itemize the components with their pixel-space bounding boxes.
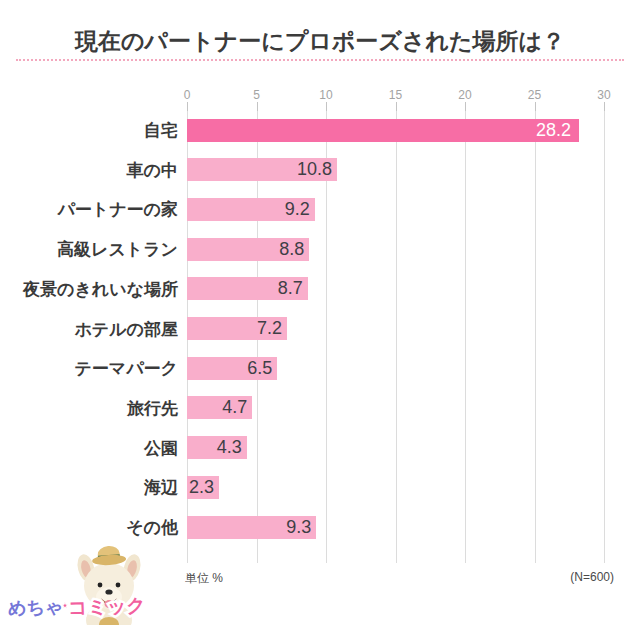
brand-text-part2: コミック (68, 595, 146, 619)
value-label: 2.3 (189, 477, 219, 498)
value-label: 8.7 (278, 278, 308, 299)
axis-tick (326, 102, 327, 111)
bar: 7.2 (187, 317, 287, 340)
category-label: 自宅 (0, 119, 178, 142)
axis-tick-label: 5 (237, 88, 277, 102)
page-title: 現在のパートナーにプロポーズされた場所は？ (0, 26, 640, 57)
bar: 9.2 (187, 198, 315, 221)
value-label: 10.8 (297, 159, 337, 180)
bar: 4.7 (187, 396, 252, 419)
value-label: 28.2 (536, 120, 579, 141)
axis-tick (187, 102, 188, 111)
axis-tick-label: 15 (376, 88, 416, 102)
gridline (396, 102, 397, 563)
brand-text-part1: めちゃ (8, 597, 64, 619)
brand-logo-text: めちゃ コミック (5, 585, 151, 624)
axis-tick (465, 102, 466, 111)
axis-tick-label: 20 (445, 88, 485, 102)
value-label: 9.2 (285, 199, 315, 220)
category-label: 海辺 (0, 476, 178, 499)
page: 現在のパートナーにプロポーズされた場所は？ 0 5 10 15 20 25 30 自宅 28.2… (0, 0, 640, 625)
value-label: 7.2 (257, 318, 287, 339)
axis-tick-label: 0 (167, 88, 207, 102)
axis-tick-label: 30 (584, 88, 624, 102)
gridline (535, 102, 536, 563)
axis-tick-label: 10 (306, 88, 346, 102)
value-label: 6.5 (247, 358, 277, 379)
value-label: 8.8 (279, 239, 309, 260)
value-label: 9.3 (286, 517, 316, 538)
category-label: テーマパーク (0, 357, 178, 380)
value-label: 4.7 (222, 397, 252, 418)
sample-size-label: (N=600) (514, 570, 614, 584)
bar: 6.5 (187, 357, 277, 380)
bar: 9.3 (187, 516, 316, 539)
bar: 28.2 (187, 119, 579, 142)
axis-tick-label: 25 (515, 88, 555, 102)
category-label: 公園 (0, 437, 178, 460)
axis-tick (396, 102, 397, 111)
unit-label: 単位 % (185, 570, 223, 587)
category-label: その他 (0, 516, 178, 539)
gridline (604, 102, 605, 563)
category-label: パートナーの家 (0, 198, 178, 221)
axis-tick (604, 102, 605, 111)
bar: 8.8 (187, 238, 309, 261)
title-divider (16, 59, 624, 61)
value-label: 4.3 (217, 437, 247, 458)
axis-tick (257, 102, 258, 111)
bar: 2.3 (187, 476, 219, 499)
category-label: 旅行先 (0, 397, 178, 420)
category-label: ホテルの部屋 (0, 318, 178, 341)
mechacomic-logo: めちゃ コミック (6, 540, 156, 625)
axis-tick (535, 102, 536, 111)
bar: 8.7 (187, 277, 308, 300)
bar: 4.3 (187, 436, 247, 459)
bar: 10.8 (187, 158, 337, 181)
category-label: 夜景のきれいな場所 (0, 278, 178, 301)
category-label: 高級レストラン (0, 238, 178, 261)
category-label: 車の中 (0, 159, 178, 182)
gridline (465, 102, 466, 563)
